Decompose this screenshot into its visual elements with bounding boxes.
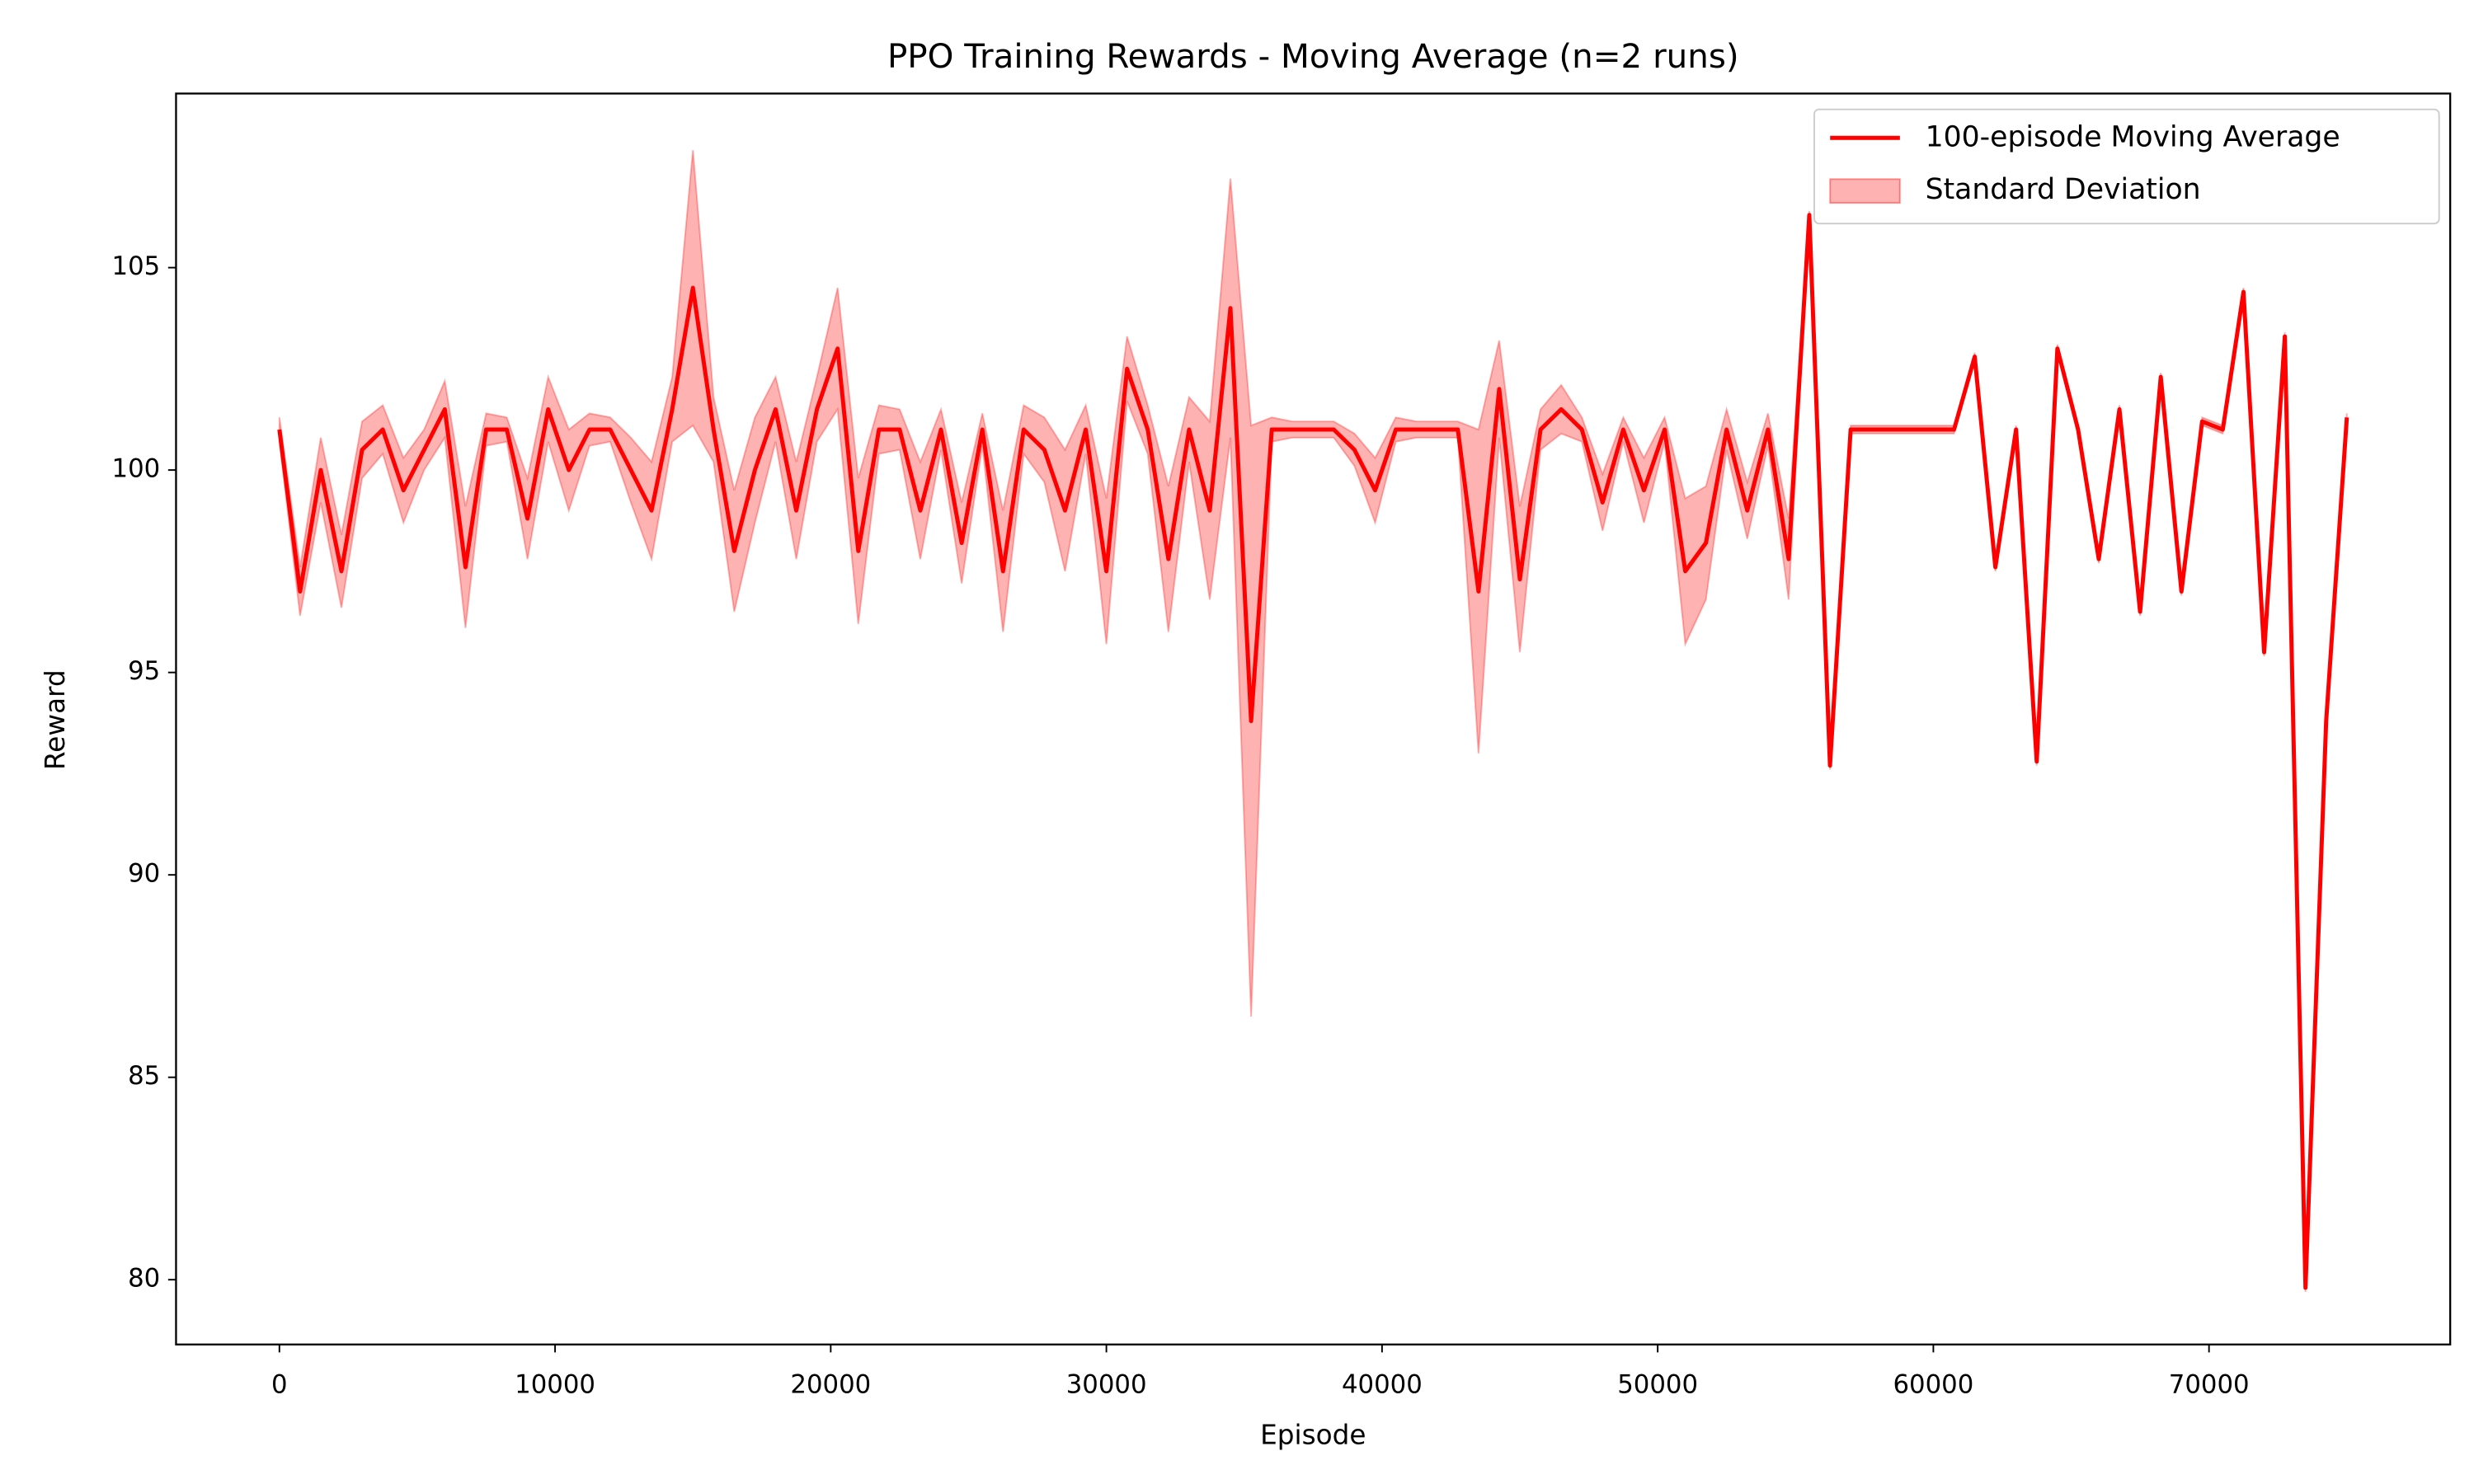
y-tick-label: 105 [112, 251, 161, 281]
x-tick-label: 0 [271, 1369, 288, 1399]
legend-patch [1829, 178, 1901, 204]
y-tick-label: 95 [128, 656, 160, 686]
x-axis-label: Episode [1260, 1419, 1366, 1450]
y-tick-label: 80 [128, 1264, 160, 1294]
y-tick-label: 100 [112, 454, 161, 484]
legend-box [1813, 108, 2440, 225]
legend-label: Standard Deviation [1926, 173, 2201, 206]
chart-title: PPO Training Rewards - Moving Average (n… [887, 37, 1739, 76]
y-tick-label: 90 [128, 859, 160, 889]
legend-label: 100-episode Moving Average [1926, 120, 2340, 153]
plot-area [277, 150, 2349, 1292]
y-axis-label: Reward [40, 669, 71, 770]
y-tick-label: 85 [128, 1061, 160, 1091]
x-tick-label: 30000 [1066, 1369, 1147, 1399]
x-tick-label: 10000 [515, 1369, 595, 1399]
legend: 100-episode Moving Average Standard Devia… [1813, 108, 2440, 225]
x-tick-label: 20000 [790, 1369, 871, 1399]
x-tick-label: 40000 [1342, 1369, 1423, 1399]
line-series [277, 213, 2349, 1290]
x-tick-label: 60000 [1893, 1369, 1973, 1399]
axes-frame [175, 92, 2452, 1345]
x-tick-label: 70000 [2169, 1369, 2250, 1399]
x-tick-label: 50000 [1617, 1369, 1698, 1399]
